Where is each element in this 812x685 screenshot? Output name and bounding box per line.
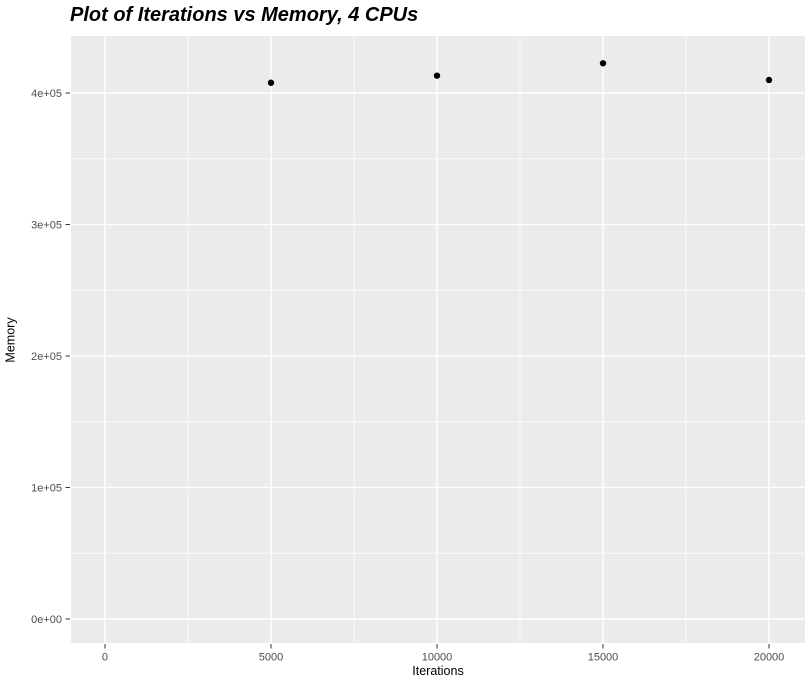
- x-tick-label: 10000: [422, 652, 453, 664]
- x-axis-title: Iterations: [412, 664, 464, 678]
- y-tick-label: 2e+05: [31, 351, 62, 363]
- y-tick-label: 1e+05: [31, 482, 62, 494]
- x-tick-label: 20000: [754, 652, 785, 664]
- x-tick-label: 15000: [588, 652, 619, 664]
- plot-title: Plot of Iterations vs Memory, 4 CPUs: [70, 4, 419, 26]
- data-point: [765, 76, 773, 84]
- plot-panel: [71, 36, 805, 643]
- y-tick-label: 0e+00: [31, 614, 62, 626]
- y-axis-title: Memory: [4, 316, 18, 363]
- y-axis-title-wrap: Memory: [2, 36, 20, 643]
- data-point: [599, 60, 607, 67]
- y-tick-label: 4e+05: [31, 88, 62, 100]
- x-tick-label: 5000: [259, 652, 283, 664]
- data-point: [433, 72, 441, 79]
- data-point: [267, 79, 275, 86]
- y-tick-label: 3e+05: [31, 219, 62, 231]
- x-tick-label: 0: [102, 652, 108, 664]
